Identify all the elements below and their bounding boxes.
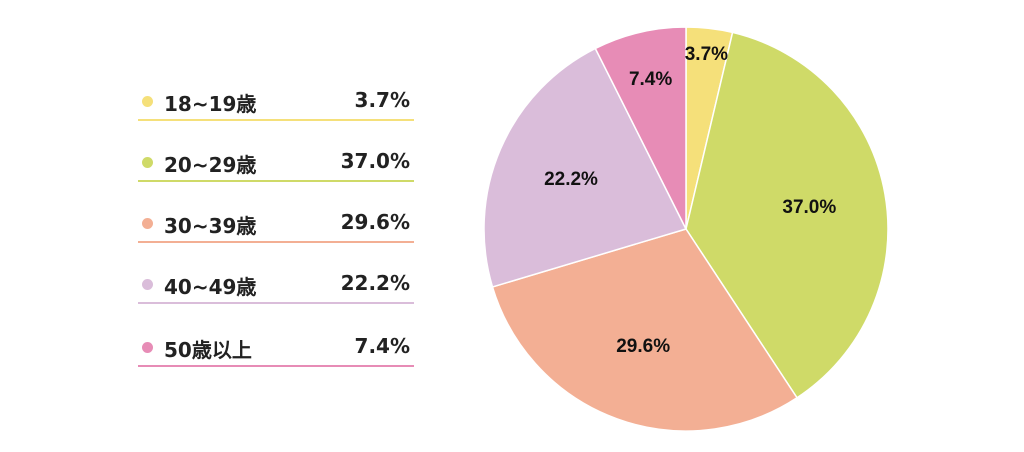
- slice-50-plus: [594, 26, 687, 230]
- legend-underline: [138, 180, 414, 182]
- legend-label: 18~19歳: [164, 92, 257, 116]
- slice-30-39: [491, 228, 799, 432]
- legend-value: 37.0%: [340, 149, 410, 173]
- legend-dot-icon: [142, 157, 153, 168]
- legend-label: 30~39歳: [164, 214, 257, 238]
- legend-label: 50歳以上: [164, 338, 252, 362]
- legend-dot-icon: [142, 218, 153, 229]
- slice-30-39-label: 29.6%: [616, 336, 670, 357]
- legend-dot-icon: [142, 96, 153, 107]
- slice-50-plus-label: 7.4%: [629, 69, 672, 90]
- legend-item-50-plus: 50歳以上 7.4%: [138, 328, 414, 368]
- slice-40-49: [483, 47, 688, 288]
- legend-underline: [138, 365, 414, 367]
- legend-item-30-39: 30~39歳 29.6%: [138, 204, 414, 244]
- legend-item-18-19: 18~19歳 3.7%: [138, 82, 414, 122]
- pie-labels: 3.7% 37.0% 29.6% 22.2% 7.4%: [544, 44, 836, 357]
- legend-item-40-49: 40~49歳 22.2%: [138, 265, 414, 305]
- legend-value: 29.6%: [340, 210, 410, 234]
- slice-40-49-label: 22.2%: [544, 169, 598, 190]
- legend-underline: [138, 241, 414, 243]
- legend-underline: [138, 119, 414, 121]
- pie-slices: [483, 26, 889, 432]
- legend-dot-icon: [142, 279, 153, 290]
- legend-value: 7.4%: [354, 334, 410, 358]
- legend-dot-icon: [142, 342, 153, 353]
- legend-label: 40~49歳: [164, 275, 257, 299]
- legend: 18~19歳 3.7% 20~29歳 37.0% 30~39歳 29.6% 40…: [138, 0, 418, 452]
- slice-20-29-label: 37.0%: [782, 197, 836, 218]
- slice-20-29: [685, 31, 889, 399]
- legend-value: 22.2%: [340, 271, 410, 295]
- legend-label: 20~29歳: [164, 153, 257, 177]
- legend-value: 3.7%: [354, 88, 410, 112]
- legend-underline: [138, 302, 414, 304]
- legend-item-20-29: 20~29歳 37.0%: [138, 143, 414, 183]
- slice-18-19-label: 3.7%: [685, 44, 728, 65]
